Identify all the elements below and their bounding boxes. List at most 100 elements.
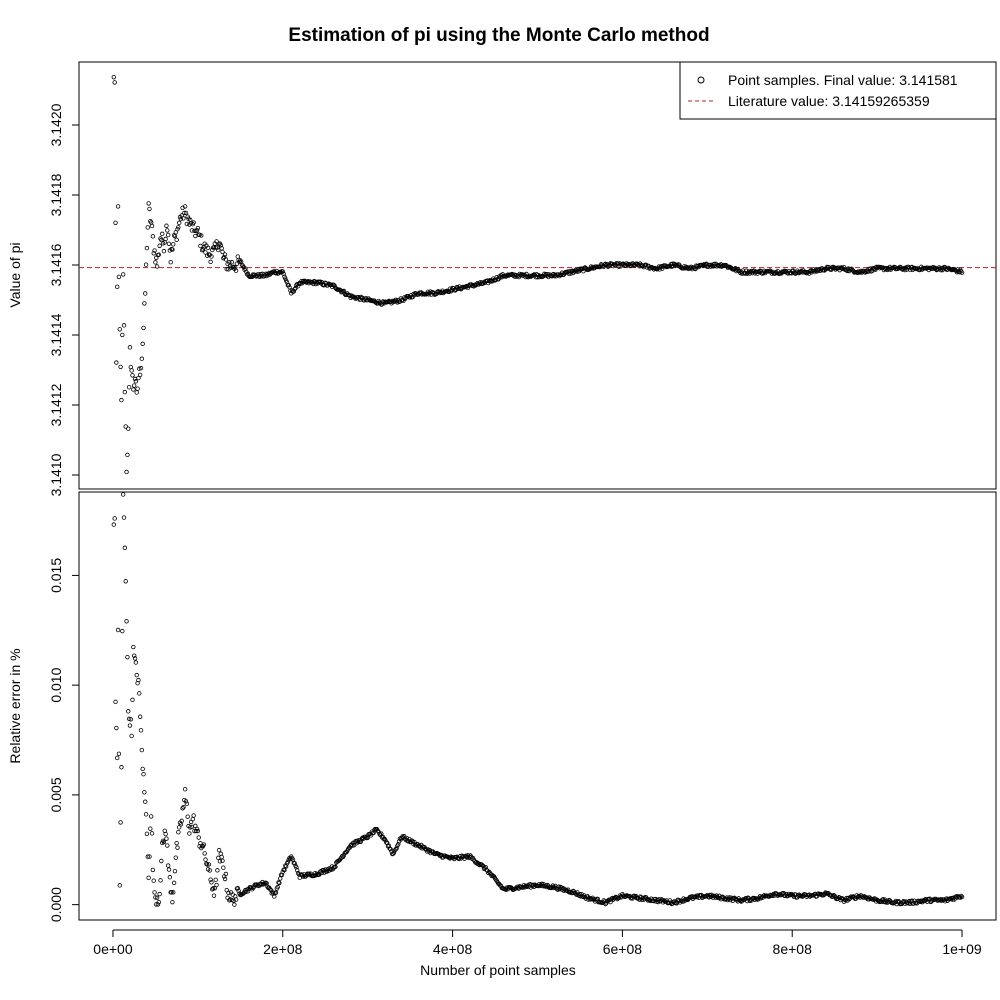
data-point [143,812,149,817]
data-point [279,872,285,878]
data-point [151,878,156,883]
data-point [209,880,214,885]
data-point [119,765,124,770]
data-point [391,850,397,855]
data-point [183,799,189,804]
data-point [559,272,564,277]
data-point [220,858,225,863]
data-point [877,899,882,905]
data-point [161,839,167,845]
data-point [172,233,178,239]
value-axis-ticks: 3.1410 3.1412 3.1414 3.1416 3.1418 3.1420 [48,103,79,496]
data-point [131,383,137,388]
data-point [566,271,572,276]
legend-entry-samples: Point samples. Final value: 3.141581 [728,72,958,88]
data-point [165,843,170,848]
data-point [280,269,285,274]
data-point [174,840,179,846]
data-point [129,733,134,739]
data-point [115,627,121,633]
data-point [281,271,286,277]
data-point [196,835,201,840]
data-point [143,799,148,804]
data-point [124,469,129,475]
data-point [176,225,181,230]
data-point [480,862,485,868]
data-point [215,245,220,250]
data-point [183,210,189,216]
data-point [259,882,264,887]
data-point [128,717,133,722]
data-point [159,237,164,243]
y-tick-label: 0.005 [48,777,64,812]
data-point [223,871,229,877]
data-point [145,854,150,859]
data-point [174,237,179,242]
data-point [181,216,186,221]
value-axis-label: Value of pi [7,242,23,307]
data-point [286,283,291,288]
data-point [139,356,145,361]
data-point [194,826,200,832]
legend-circle-symbol [697,76,705,84]
data-point [645,898,651,903]
data-point [170,247,175,252]
data-point [539,881,544,887]
data-point [171,880,177,886]
data-point [150,234,156,239]
data-point [136,677,141,683]
y-tick-label: 3.1410 [48,453,64,496]
data-point [199,233,204,238]
data-point [147,206,152,212]
x-tick-label: 6e+08 [603,941,643,957]
data-point [126,385,132,390]
data-point [233,268,239,273]
data-point [146,201,151,206]
data-point [220,249,225,255]
data-point [502,274,507,279]
data-point [118,820,123,825]
data-point [226,890,231,896]
data-point [214,882,219,888]
data-point [295,868,300,873]
data-point [121,323,127,328]
data-point [223,257,229,262]
data-point [156,252,162,257]
data-point [118,364,123,370]
data-point [114,360,119,365]
data-point [126,426,131,431]
data-point [127,345,133,350]
data-point [140,766,145,772]
data-point [189,228,195,233]
y-tick-label: 0.015 [48,558,64,593]
y-tick-label: 3.1416 [48,243,64,286]
data-point [155,902,161,907]
data-point [201,842,207,847]
data-point [191,220,196,225]
legend: Point samples. Final value: 3.141581 Lit… [679,61,997,120]
data-point [465,285,471,291]
data-point [122,545,128,551]
data-point [830,894,836,899]
data-point [115,755,120,761]
data-point [193,233,198,239]
data-point [184,801,190,807]
data-point [213,877,218,883]
data-point [120,628,125,634]
data-point [140,341,145,347]
data-point [407,295,413,300]
data-point [194,228,200,233]
error-axis-label: Relative error in % [7,648,23,763]
data-point [116,274,122,280]
data-point [157,243,162,248]
data-point [224,266,229,272]
y-tick-label: 3.1420 [48,103,64,146]
data-point [210,886,216,891]
data-point [358,839,364,844]
data-point [907,898,912,904]
data-point [567,269,572,274]
data-point [918,899,923,904]
data-point [556,884,561,889]
data-point [141,771,146,777]
data-point [144,245,150,251]
